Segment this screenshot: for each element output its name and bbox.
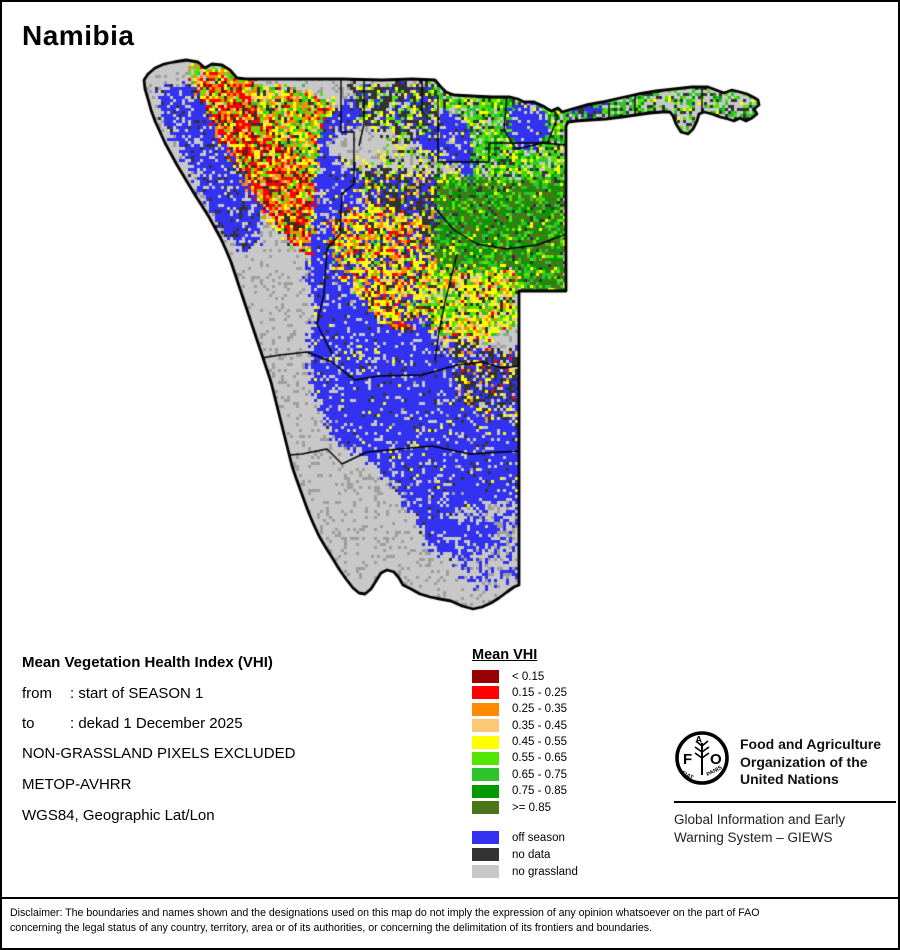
legend-label: 0.55 - 0.65 [512, 752, 567, 765]
legend-row: 0.15 - 0.25 [472, 686, 578, 700]
legend-row: >= 0.85 [472, 801, 578, 815]
legend-title: Mean VHI [472, 647, 538, 663]
legend-items: < 0.15 0.15 - 0.25 0.25 - 0.35 0.35 - 0.45 0… [472, 670, 578, 815]
legend-row: 0.45 - 0.55 [472, 735, 578, 749]
legend-extra-items: off season no data no grassland [472, 831, 578, 879]
giews-line: Global Information and Early [674, 812, 846, 827]
fao-org-line: Food and Agriculture [740, 736, 882, 752]
fao-motto-left: FIAT [681, 770, 695, 781]
legend-swatch [472, 702, 499, 716]
legend-label: off season [512, 831, 565, 844]
legend-row: 0.65 - 0.75 [472, 768, 578, 782]
legend-swatch [472, 848, 499, 862]
legend-swatch [472, 784, 499, 798]
legend-swatch [472, 751, 499, 765]
legend-row: 0.25 - 0.35 [472, 702, 578, 716]
legend-swatch [472, 686, 499, 700]
vhi-map-canvas [2, 2, 898, 642]
giews-line: Warning System – GIEWS [674, 830, 833, 845]
legend-label: 0.25 - 0.35 [512, 703, 567, 716]
legend-row: < 0.15 [472, 670, 578, 683]
info-to-value: : dekad 1 December 2025 [70, 715, 243, 732]
legend-swatch [472, 831, 499, 845]
legend-row: 0.35 - 0.45 [472, 719, 578, 733]
disclaimer-line: concerning the legal status of any count… [10, 922, 653, 934]
page-title: Namibia [22, 20, 135, 51]
info-from-value: : start of SEASON 1 [70, 685, 204, 702]
legend-label: no data [512, 848, 551, 861]
legend-swatch [472, 735, 499, 749]
legend-label: 0.35 - 0.45 [512, 719, 567, 732]
info-title: Mean Vegetation Health Index (VHI) [22, 654, 273, 671]
svg-text:O: O [710, 751, 722, 768]
info-from-label: from [22, 685, 52, 702]
fao-header: F A O FIAT PANIS Food and Agriculture Or… [674, 730, 896, 791]
legend-swatch [472, 768, 499, 782]
legend-row: off season [472, 831, 578, 845]
fao-logo-icon: F A O FIAT PANIS [674, 730, 730, 791]
disclaimer-line: Disclaimer: The boundaries and names sho… [10, 907, 760, 919]
info-line-exclusion: NON-GRASSLAND PIXELS EXCLUDED [22, 745, 296, 762]
legend-row: 0.75 - 0.85 [472, 784, 578, 798]
info-row-from: from : start of SEASON 1 [22, 685, 295, 702]
info-to-label: to [22, 715, 35, 732]
legend-swatch [472, 801, 499, 815]
fao-divider [674, 801, 896, 803]
legend-swatch [472, 670, 499, 683]
info-line-projection: WGS84, Geographic Lat/Lon [22, 807, 215, 824]
legend-label: 0.65 - 0.75 [512, 768, 567, 781]
info-line-sensor: METOP-AVHRR [22, 776, 132, 793]
legend-row: 0.55 - 0.65 [472, 751, 578, 765]
legend-label: 0.15 - 0.25 [512, 686, 567, 699]
fao-block: F A O FIAT PANIS Food and Agriculture Or… [674, 730, 896, 847]
vhi-legend: Mean VHI < 0.15 0.15 - 0.25 0.25 - 0.35 0.3… [472, 647, 578, 882]
disclaimer: Disclaimer: The boundaries and names sho… [2, 897, 898, 936]
legend-swatch [472, 719, 499, 733]
legend-swatch [472, 865, 499, 879]
fao-org-name: Food and Agriculture Organization of the… [740, 730, 881, 789]
legend-label: 0.45 - 0.55 [512, 736, 567, 749]
legend-label: no grassland [512, 865, 578, 878]
svg-text:F: F [683, 751, 692, 768]
map-info-block: Mean Vegetation Health Index (VHI) from:… [22, 654, 295, 838]
legend-label: >= 0.85 [512, 801, 552, 814]
legend-label: < 0.15 [512, 670, 545, 683]
info-row-to: to : dekad 1 December 2025 [22, 715, 295, 732]
legend-row: no grassland [472, 865, 578, 879]
fao-org-line: Organization of the [740, 753, 868, 770]
giews-label: Global Information and Early Warning Sys… [674, 811, 896, 847]
legend-label: 0.75 - 0.85 [512, 785, 567, 798]
fao-org-line: United Nations [740, 771, 839, 787]
legend-row: no data [472, 848, 578, 862]
fao-logo-letter-a: A [696, 735, 703, 745]
